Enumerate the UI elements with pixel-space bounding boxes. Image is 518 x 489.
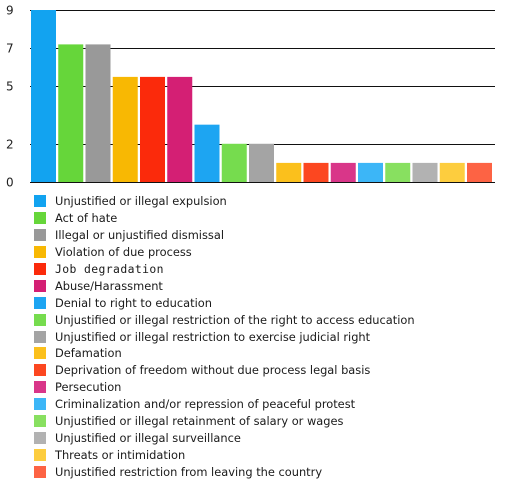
legend-swatch: [34, 415, 46, 428]
legend-swatch: [34, 195, 46, 208]
legend-swatch: [34, 246, 46, 259]
bar: [303, 162, 329, 182]
legend-item: Unjustified or illegal expulsion: [34, 193, 514, 210]
bar: [412, 162, 438, 182]
y-tick-label: 0: [6, 176, 14, 190]
bar: [85, 44, 111, 183]
bar: [467, 162, 492, 182]
legend-swatch: [34, 296, 46, 309]
legend-label: Unjustified or illegal expulsion: [55, 194, 227, 209]
legend-label: Defamation: [55, 346, 122, 361]
legend-item: Threats or intimidation: [34, 446, 514, 463]
legend-item: Unjustified or illegal restriction to ex…: [34, 328, 514, 345]
bar: [249, 143, 274, 182]
bar: [140, 76, 165, 182]
legend-label: Illegal or unjustified dismissal: [55, 228, 224, 243]
bar: [221, 143, 247, 182]
bar: [167, 76, 193, 182]
legend-label: Threats or intimidation: [55, 447, 186, 462]
bar: [358, 162, 383, 182]
y-tick-label: 9: [6, 4, 14, 18]
legend-swatch: [34, 431, 46, 444]
legend-label: Abuse/Harassment: [55, 278, 163, 293]
legend-label: Persecution: [55, 380, 122, 395]
legend-label: Unjustified or illegal retainment of sal…: [55, 414, 344, 429]
bar: [439, 162, 465, 182]
bar: [330, 162, 356, 182]
bar: [276, 162, 302, 182]
legend-label: Unjustified or illegal restriction to ex…: [55, 329, 371, 344]
legend-label: Criminalization and/or repression of pea…: [55, 397, 356, 412]
legend-item: Unjustified or illegal restriction of th…: [34, 311, 514, 328]
y-tick-label: 2: [6, 138, 14, 152]
legend-label: Denial to right to education: [55, 295, 212, 310]
bar: [31, 10, 56, 182]
legend-item: Illegal or unjustified dismissal: [34, 227, 514, 244]
legend-item: Job degradation: [34, 261, 514, 278]
legend-swatch: [34, 212, 46, 225]
legend-item: Act of hate: [34, 210, 514, 227]
legend-swatch: [34, 381, 46, 394]
legend-swatch: [34, 330, 46, 343]
legend-label: Unjustified restriction from leaving the…: [55, 464, 323, 479]
legend-swatch: [34, 364, 46, 377]
legend-label: Unjustified or illegal restriction of th…: [55, 312, 415, 327]
legend-item: Unjustified restriction from leaving the…: [34, 463, 514, 480]
bar-chart: 0 2 5 7 9: [6, 4, 495, 190]
bar: [58, 44, 84, 183]
legend-item: Deprivation of freedom without due proce…: [34, 362, 514, 379]
bar: [112, 76, 138, 182]
legend-item: Abuse/Harassment: [34, 277, 514, 294]
legend-swatch: [34, 347, 46, 360]
legend-label: Deprivation of freedom without due proce…: [55, 363, 371, 378]
legend-item: Unjustified or illegal surveillance: [34, 429, 514, 446]
legend-item: Defamation: [34, 345, 514, 362]
legend-item: Criminalization and/or repression of pea…: [34, 396, 514, 413]
legend-label: Act of hate: [55, 211, 118, 226]
legend-label: Unjustified or illegal surveillance: [55, 430, 241, 445]
legend-swatch: [34, 398, 46, 411]
legend-item: Violation of due process: [34, 244, 514, 261]
legend-item: Persecution: [34, 379, 514, 396]
legend: Unjustified or illegal expulsion Act of h…: [34, 193, 514, 480]
legend-label: Job degradation: [55, 262, 164, 276]
legend-swatch: [34, 263, 46, 275]
bar: [194, 124, 220, 182]
legend-item: Denial to right to education: [34, 294, 514, 311]
legend-swatch: [34, 448, 46, 461]
bar: [385, 162, 411, 182]
legend-label: Violation of due process: [55, 245, 192, 260]
y-tick-label: 5: [6, 80, 14, 94]
legend-swatch: [34, 313, 46, 326]
legend-swatch: [34, 279, 46, 292]
legend-swatch: [34, 465, 46, 478]
legend-item: Unjustified or illegal retainment of sal…: [34, 413, 514, 430]
legend-swatch: [34, 229, 46, 242]
y-tick-label: 7: [6, 42, 14, 56]
